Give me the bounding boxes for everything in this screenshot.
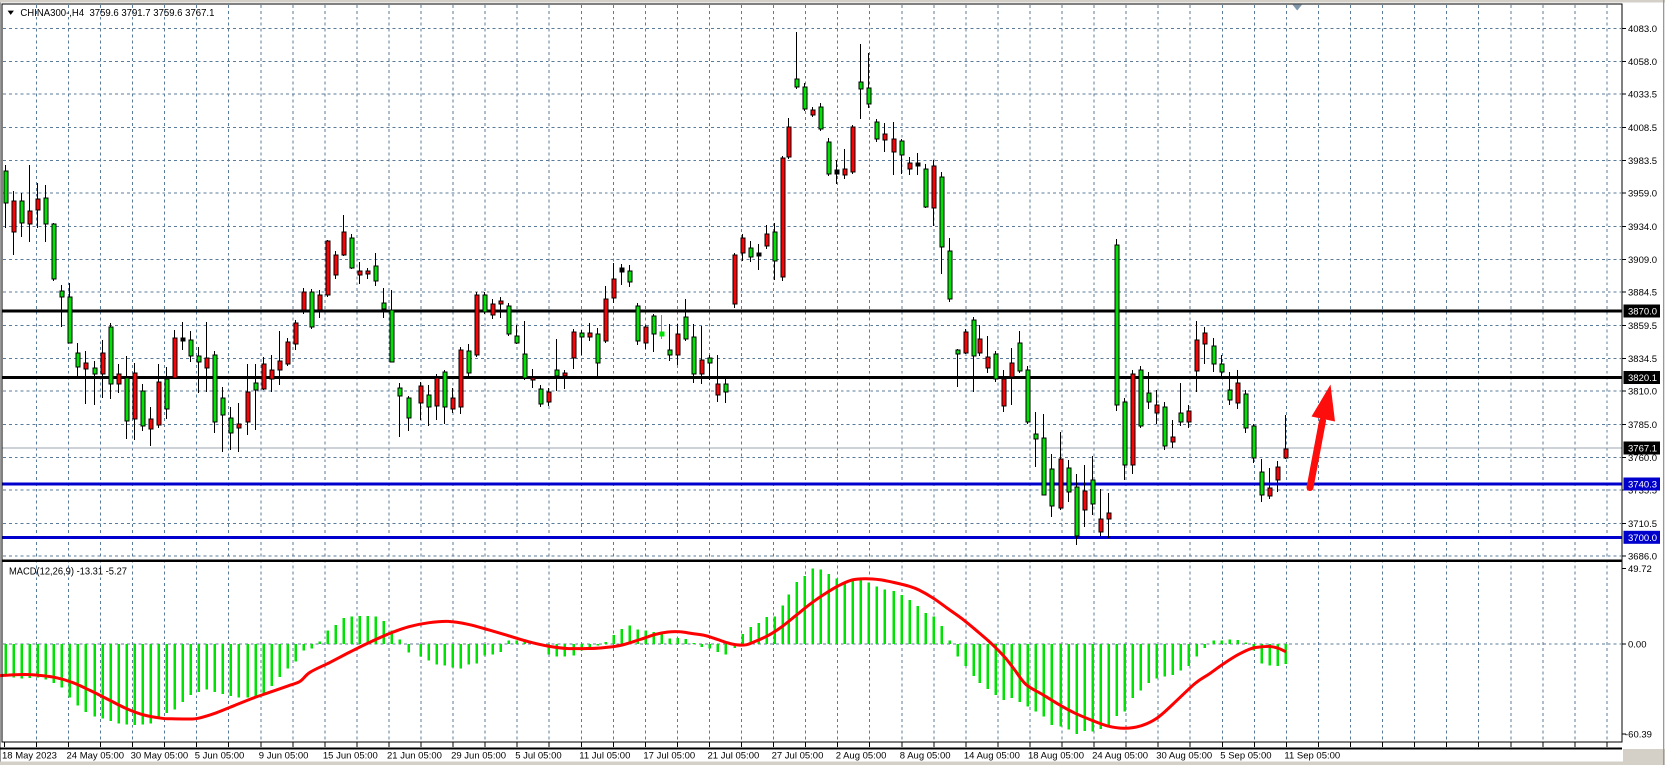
svg-text:29 Jun 05:00: 29 Jun 05:00 — [451, 751, 506, 762]
svg-text:4008.5: 4008.5 — [1628, 123, 1657, 134]
svg-text:2 Aug 05:00: 2 Aug 05:00 — [836, 751, 887, 762]
svg-text:11 Jul 05:00: 11 Jul 05:00 — [579, 751, 630, 762]
svg-text:30 May 05:00: 30 May 05:00 — [131, 751, 189, 762]
svg-text:21 Jul 05:00: 21 Jul 05:00 — [708, 751, 760, 762]
svg-text:3810.0: 3810.0 — [1628, 387, 1657, 398]
svg-text:3820.1: 3820.1 — [1628, 373, 1657, 384]
svg-text:3740.3: 3740.3 — [1628, 480, 1657, 491]
svg-text:-60.39: -60.39 — [1625, 730, 1652, 741]
svg-text:24 May 05:00: 24 May 05:00 — [67, 751, 125, 762]
svg-text:0.00: 0.00 — [1628, 639, 1647, 650]
svg-text:15 Jun 05:00: 15 Jun 05:00 — [323, 751, 378, 762]
svg-text:3884.5: 3884.5 — [1628, 288, 1657, 299]
svg-text:9 Jun 05:00: 9 Jun 05:00 — [259, 751, 309, 762]
svg-text:5 Sep 05:00: 5 Sep 05:00 — [1220, 751, 1271, 762]
svg-text:3767.1: 3767.1 — [1628, 444, 1657, 455]
svg-text:14 Aug 05:00: 14 Aug 05:00 — [964, 751, 1020, 762]
svg-text:11 Sep 05:00: 11 Sep 05:00 — [1284, 751, 1340, 762]
svg-text:3909.0: 3909.0 — [1628, 255, 1657, 266]
svg-text:3760.0: 3760.0 — [1628, 453, 1657, 464]
svg-text:5 Jul 05:00: 5 Jul 05:00 — [515, 751, 561, 762]
svg-text:3700.0: 3700.0 — [1628, 533, 1657, 544]
svg-text:3934.0: 3934.0 — [1628, 222, 1657, 233]
svg-text:3785.0: 3785.0 — [1628, 420, 1657, 431]
svg-text:49.72: 49.72 — [1628, 564, 1652, 575]
svg-text:3983.5: 3983.5 — [1628, 156, 1657, 167]
svg-text:30 Aug 05:00: 30 Aug 05:00 — [1156, 751, 1212, 762]
svg-text:17 Jul 05:00: 17 Jul 05:00 — [643, 751, 695, 762]
svg-text:4058.0: 4058.0 — [1628, 57, 1657, 68]
svg-text:3859.5: 3859.5 — [1628, 321, 1657, 332]
svg-text:CHINA300-,H4 3759.6 3791.7 37: CHINA300-,H4 3759.6 3791.7 3759.6 3767.1 — [20, 8, 214, 19]
svg-text:18 Aug 05:00: 18 Aug 05:00 — [1028, 751, 1084, 762]
svg-text:3834.5: 3834.5 — [1628, 354, 1657, 365]
svg-text:8 Aug 05:00: 8 Aug 05:00 — [900, 751, 951, 762]
svg-text:4083.0: 4083.0 — [1628, 24, 1657, 35]
svg-text:3735.5: 3735.5 — [1628, 486, 1657, 497]
svg-text:4033.5: 4033.5 — [1628, 90, 1657, 101]
svg-text:18 May 2023: 18 May 2023 — [2, 751, 57, 762]
svg-text:5 Jun 05:00: 5 Jun 05:00 — [195, 751, 245, 762]
svg-text:3959.0: 3959.0 — [1628, 189, 1657, 200]
svg-text:3870.0: 3870.0 — [1628, 307, 1657, 318]
svg-text:21 Jun 05:00: 21 Jun 05:00 — [387, 751, 442, 762]
svg-text:24 Aug 05:00: 24 Aug 05:00 — [1092, 751, 1148, 762]
svg-text:3686.0: 3686.0 — [1628, 551, 1657, 562]
svg-text:27 Jul 05:00: 27 Jul 05:00 — [772, 751, 824, 762]
svg-text:3710.5: 3710.5 — [1628, 519, 1657, 530]
svg-text:MACD(12,26,9) -13.31 -5.27: MACD(12,26,9) -13.31 -5.27 — [9, 567, 127, 578]
